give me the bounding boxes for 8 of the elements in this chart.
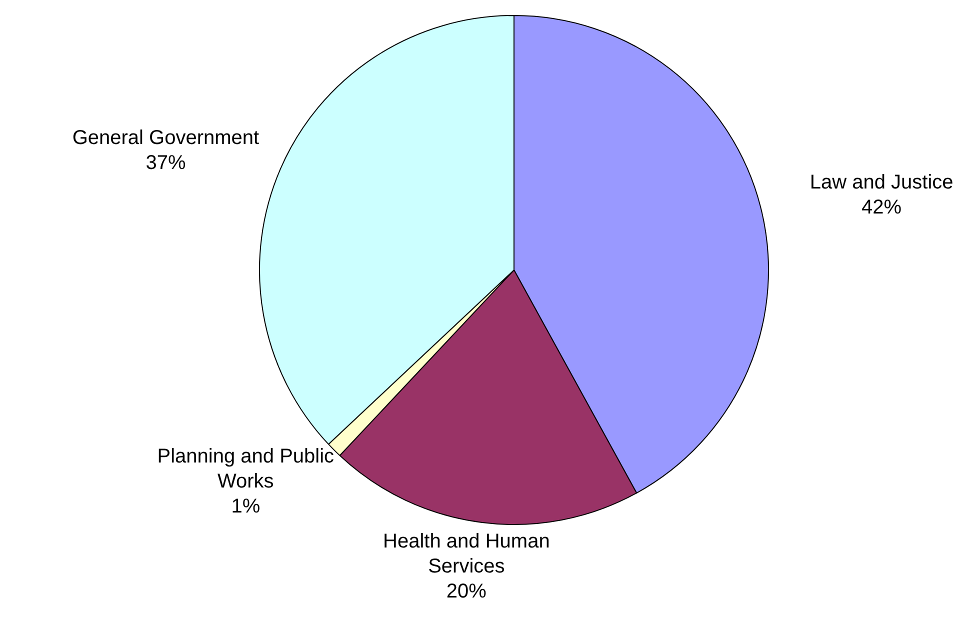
data-label: 42%	[862, 196, 902, 219]
slice-label: Health and Human Services	[383, 530, 550, 578]
slice-label: General Government	[72, 127, 260, 150]
data-label: 1%	[231, 495, 260, 518]
slice-label: Planning and Public Works	[157, 445, 334, 492]
data-label: 37%	[146, 152, 186, 174]
data-label: 20%	[446, 580, 487, 603]
slice-label: Law and Justice	[810, 172, 954, 194]
